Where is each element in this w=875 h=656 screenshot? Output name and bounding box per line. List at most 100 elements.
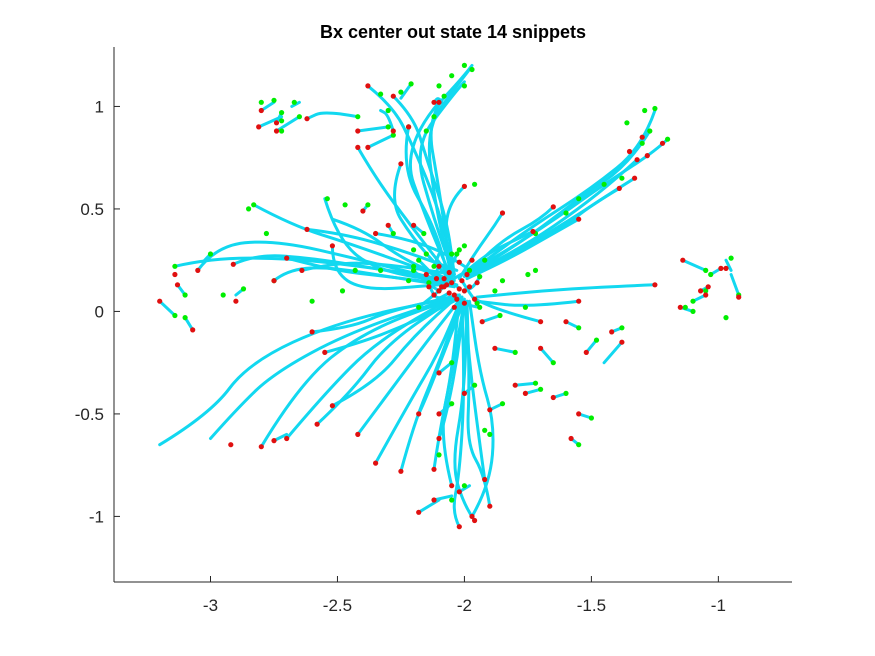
end-point-marker xyxy=(456,489,462,495)
start-point-marker xyxy=(449,73,455,79)
start-point-marker xyxy=(378,267,384,273)
end-point-marker xyxy=(550,394,556,401)
x-tick-label: -1.5 xyxy=(577,596,606,615)
end-point-marker xyxy=(355,128,361,134)
end-point-marker xyxy=(258,444,264,450)
end-point-marker xyxy=(644,153,650,159)
start-point-marker xyxy=(385,124,391,130)
start-point-marker xyxy=(431,114,437,120)
end-point-marker xyxy=(576,298,582,304)
chart-title: Bx center out state 14 snippets xyxy=(320,22,586,42)
start-point-marker xyxy=(246,206,252,212)
end-point-marker xyxy=(482,476,488,483)
start-point-marker xyxy=(461,243,467,249)
start-point-marker xyxy=(279,128,285,134)
x-tick-label: -1 xyxy=(711,596,726,615)
end-point-marker xyxy=(659,140,666,146)
start-point-marker xyxy=(665,136,671,142)
start-point-marker xyxy=(411,247,417,253)
end-point-marker xyxy=(677,304,683,310)
start-point-marker xyxy=(469,66,475,73)
end-point-marker xyxy=(273,128,280,134)
x-tick-label: -2 xyxy=(457,596,472,615)
trajectory-line xyxy=(470,109,657,272)
end-point-marker xyxy=(157,298,163,304)
end-point-marker xyxy=(411,222,417,228)
x-tick-layer: -3 -2.5 -2 -1.5 -1 xyxy=(203,576,726,615)
start-point-marker xyxy=(461,483,467,489)
start-point-marker xyxy=(251,202,257,208)
trajectory-line xyxy=(315,293,461,426)
end-point-marker xyxy=(718,265,724,271)
end-point-marker xyxy=(309,329,315,335)
start-point-marker xyxy=(406,278,412,284)
end-point-marker xyxy=(698,288,704,294)
end-point-marker xyxy=(304,226,310,232)
start-point-marker xyxy=(365,202,371,208)
start-point-marker xyxy=(482,257,488,263)
start-point-marker xyxy=(207,251,214,257)
end-point-marker xyxy=(464,271,470,278)
trajectory-line xyxy=(468,137,670,274)
trajectory-line xyxy=(399,82,413,100)
start-point-marker xyxy=(588,415,595,421)
start-point-marker xyxy=(708,271,714,278)
end-point-marker xyxy=(632,175,638,181)
end-point-marker xyxy=(271,278,277,284)
start-point-marker xyxy=(426,280,432,286)
start-point-marker xyxy=(291,99,297,105)
trajectory-line xyxy=(209,295,456,440)
end-point-marker xyxy=(174,282,181,288)
end-point-marker xyxy=(451,304,457,310)
end-point-marker xyxy=(466,284,473,290)
end-point-marker xyxy=(431,497,437,503)
end-point-marker xyxy=(616,185,622,191)
start-point-marker xyxy=(263,230,269,237)
start-point-marker xyxy=(512,349,518,355)
end-point-marker xyxy=(233,298,239,304)
end-point-marker xyxy=(273,120,280,126)
start-point-marker xyxy=(390,132,396,138)
start-point-marker xyxy=(477,274,483,280)
start-point-marker xyxy=(690,298,696,304)
start-point-marker xyxy=(639,140,645,146)
start-point-marker xyxy=(703,267,709,273)
start-point-marker xyxy=(449,401,455,407)
start-point-marker xyxy=(472,382,478,388)
start-point-marker xyxy=(487,431,493,437)
end-point-marker xyxy=(583,349,589,355)
start-point-marker xyxy=(431,263,437,269)
start-point-marker xyxy=(474,300,480,306)
end-point-marker xyxy=(228,442,234,448)
end-point-marker xyxy=(322,349,328,355)
start-point-marker xyxy=(258,99,264,105)
end-point-marker xyxy=(456,259,462,265)
start-point-marker xyxy=(355,114,361,120)
end-point-marker xyxy=(576,411,582,417)
end-point-marker xyxy=(416,509,422,515)
start-point-marker xyxy=(576,196,582,202)
end-point-marker xyxy=(373,230,379,237)
start-point-marker xyxy=(477,304,483,310)
end-point-marker xyxy=(609,329,615,335)
end-point-marker xyxy=(563,319,569,325)
end-point-marker xyxy=(619,339,625,345)
end-point-marker xyxy=(522,390,529,396)
end-point-marker xyxy=(487,503,493,509)
end-point-marker xyxy=(474,280,480,286)
start-point-marker xyxy=(532,267,539,273)
end-point-marker xyxy=(314,421,320,427)
end-point-marker xyxy=(441,276,447,282)
start-point-marker xyxy=(172,312,178,319)
end-point-marker xyxy=(461,300,467,306)
end-point-marker xyxy=(530,228,536,235)
end-point-marker xyxy=(626,148,633,155)
end-point-marker xyxy=(639,134,645,140)
end-point-marker xyxy=(550,204,556,210)
end-point-marker xyxy=(736,294,742,300)
start-point-marker xyxy=(390,230,396,237)
end-point-marker xyxy=(499,210,506,216)
trajectory-line xyxy=(356,295,464,436)
end-point-marker xyxy=(390,128,396,134)
